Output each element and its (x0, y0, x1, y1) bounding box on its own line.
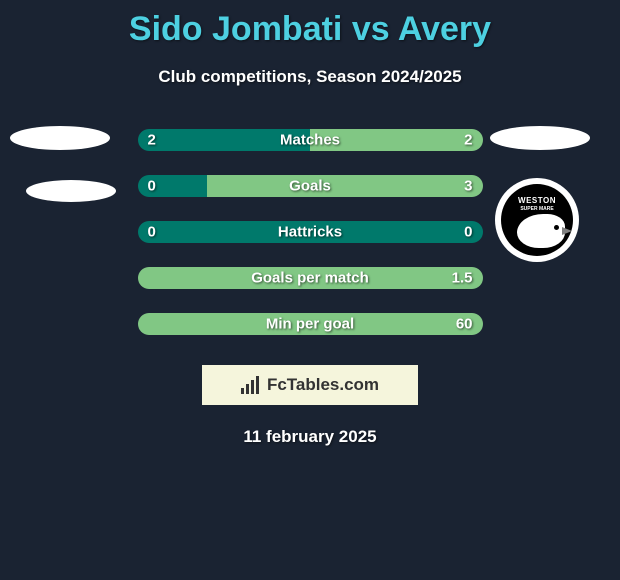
stat-bar-right (207, 175, 483, 197)
stat-value-left: 0 (148, 178, 156, 195)
player-left-badge-placeholder-1 (10, 126, 110, 150)
page-title: Sido Jombati vs Avery (0, 0, 620, 49)
stat-label: Goals per match (251, 270, 369, 287)
stat-value-right: 0 (464, 224, 472, 241)
stat-row: 2 2 Matches (138, 129, 483, 151)
stat-row: 0 3 Goals (138, 175, 483, 197)
stat-label: Matches (280, 132, 340, 149)
club-badge-weston: WESTON SUPER MARE (495, 178, 579, 262)
stat-label: Min per goal (266, 316, 354, 333)
gull-icon (517, 214, 565, 248)
fctables-label: FcTables.com (267, 375, 379, 395)
stat-row: 0 0 Hattricks (138, 221, 483, 243)
stat-label: Hattricks (278, 224, 342, 241)
stat-value-left: 0 (148, 224, 156, 241)
stat-value-right: 2 (464, 132, 472, 149)
stat-value-right: 60 (456, 316, 473, 333)
subtitle: Club competitions, Season 2024/2025 (0, 67, 620, 87)
stat-row: 1.5 Goals per match (138, 267, 483, 289)
stat-value-right: 3 (464, 178, 472, 195)
stat-value-right: 1.5 (452, 270, 473, 287)
stat-value-left: 2 (148, 132, 156, 149)
player-right-badge-placeholder (490, 126, 590, 150)
stat-label: Goals (289, 178, 331, 195)
date-label: 11 february 2025 (0, 427, 620, 447)
bar-chart-icon (241, 376, 261, 394)
club-badge-text-bottom: SUPER MARE (501, 206, 573, 212)
fctables-watermark: FcTables.com (202, 365, 418, 405)
player-left-badge-placeholder-2 (26, 180, 116, 202)
stat-row: 60 Min per goal (138, 313, 483, 335)
club-badge-text-top: WESTON (501, 196, 573, 205)
